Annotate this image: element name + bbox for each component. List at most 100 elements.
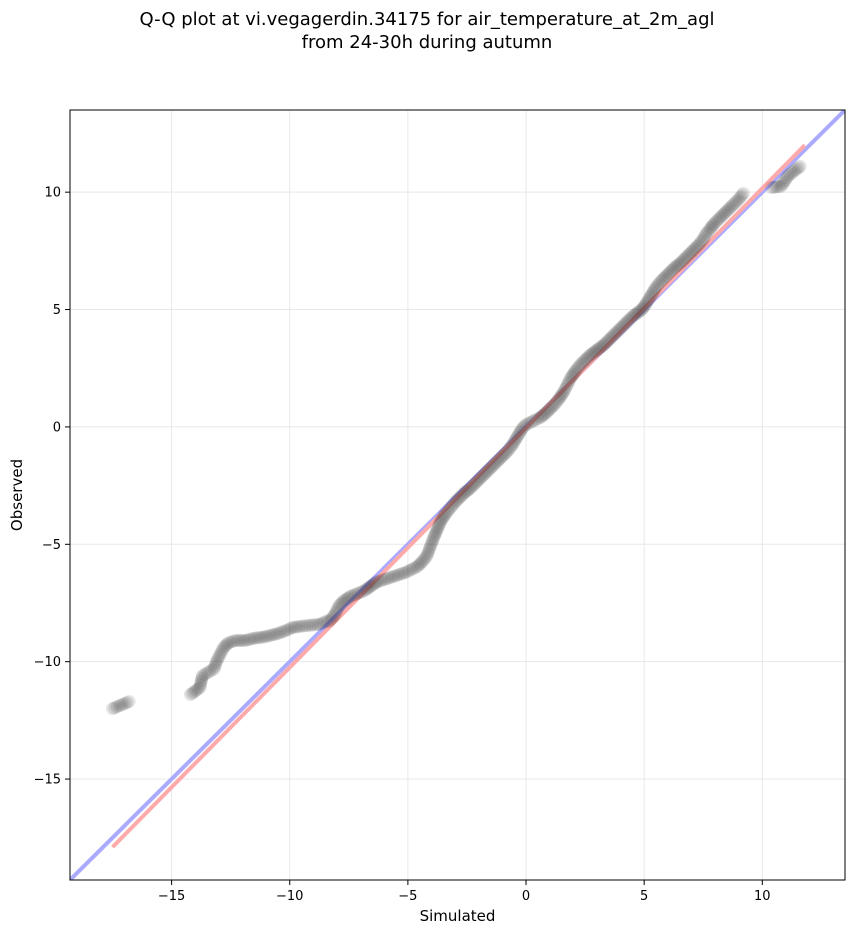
data-point <box>195 671 209 685</box>
data-point <box>316 616 330 630</box>
data-point <box>202 665 216 679</box>
data-point <box>300 619 314 633</box>
data-point <box>508 433 522 447</box>
data-point <box>454 489 468 503</box>
data-point <box>389 569 403 583</box>
data-point <box>486 459 500 473</box>
data-point <box>425 535 439 549</box>
data-point <box>503 441 517 455</box>
data-point <box>305 618 319 632</box>
data-point <box>445 499 459 513</box>
data-point <box>497 448 511 462</box>
data-point <box>290 620 304 634</box>
data-point <box>438 509 452 523</box>
data-point <box>715 209 729 223</box>
x-tick-label: 10 <box>754 889 771 904</box>
data-point <box>652 276 666 290</box>
data-point <box>456 487 470 501</box>
data-point <box>536 408 550 422</box>
data-point <box>690 240 704 254</box>
data-point <box>535 409 549 423</box>
data-point <box>566 367 580 381</box>
data-point <box>344 589 358 603</box>
data-point <box>194 676 208 690</box>
data-point <box>521 416 535 430</box>
data-point <box>658 270 672 284</box>
x-tick-label: −10 <box>276 889 303 904</box>
data-point <box>430 522 444 536</box>
data-point <box>259 629 273 643</box>
data-point <box>184 688 198 702</box>
data-point <box>538 407 552 421</box>
data-point <box>276 625 290 639</box>
data-point <box>442 503 456 517</box>
data-point <box>657 271 671 285</box>
data-point <box>710 213 724 227</box>
data-point <box>573 358 587 372</box>
data-point <box>500 445 514 459</box>
data-point <box>549 396 563 410</box>
data-point <box>433 516 447 530</box>
data-point <box>606 328 620 342</box>
data-point <box>777 175 791 189</box>
data-point <box>473 471 487 485</box>
data-point <box>584 347 598 361</box>
data-point <box>436 510 450 524</box>
data-point <box>332 598 346 612</box>
data-point <box>492 452 506 466</box>
data-point <box>212 650 226 664</box>
data-point <box>401 564 415 578</box>
data-point <box>328 608 342 622</box>
data-point <box>435 512 449 526</box>
data-point <box>422 542 436 556</box>
data-point <box>462 482 476 496</box>
data-point <box>200 666 214 680</box>
data-point <box>687 243 701 257</box>
data-point <box>637 299 651 313</box>
data-point <box>594 340 608 354</box>
data-point <box>408 561 422 575</box>
data-point <box>415 555 429 569</box>
data-point <box>783 167 797 181</box>
data-point <box>494 451 508 465</box>
data-point <box>625 310 639 324</box>
data-point <box>363 580 377 594</box>
data-point <box>358 583 372 597</box>
data-point <box>342 590 356 604</box>
data-point <box>567 365 581 379</box>
data-point <box>481 463 495 477</box>
data-point <box>665 263 679 277</box>
data-point <box>611 324 625 338</box>
data-point <box>430 524 444 538</box>
data-point <box>434 514 448 528</box>
data-point <box>695 234 709 248</box>
data-point <box>602 333 616 347</box>
data-point <box>624 311 638 325</box>
x-tick-label: −5 <box>398 889 417 904</box>
data-point <box>666 262 680 276</box>
data-point <box>313 617 327 631</box>
data-point <box>399 565 413 579</box>
data-point <box>432 518 446 532</box>
data-point <box>780 171 794 185</box>
data-point <box>728 196 742 210</box>
data-point <box>697 230 711 244</box>
data-point <box>622 313 636 327</box>
data-point <box>356 584 370 598</box>
data-point <box>426 533 440 547</box>
data-point <box>247 631 261 645</box>
data-point <box>725 199 739 213</box>
plot-frame <box>69 109 846 881</box>
data-point <box>688 241 702 255</box>
data-point <box>547 398 561 412</box>
data-point <box>209 657 223 671</box>
data-point <box>628 307 642 321</box>
reference-lines <box>70 110 845 880</box>
data-point <box>443 501 457 515</box>
data-point <box>528 413 542 427</box>
data-point <box>556 386 570 400</box>
data-point <box>638 298 652 312</box>
data-point <box>266 628 280 642</box>
data-point <box>472 473 486 487</box>
data-point <box>380 572 394 586</box>
